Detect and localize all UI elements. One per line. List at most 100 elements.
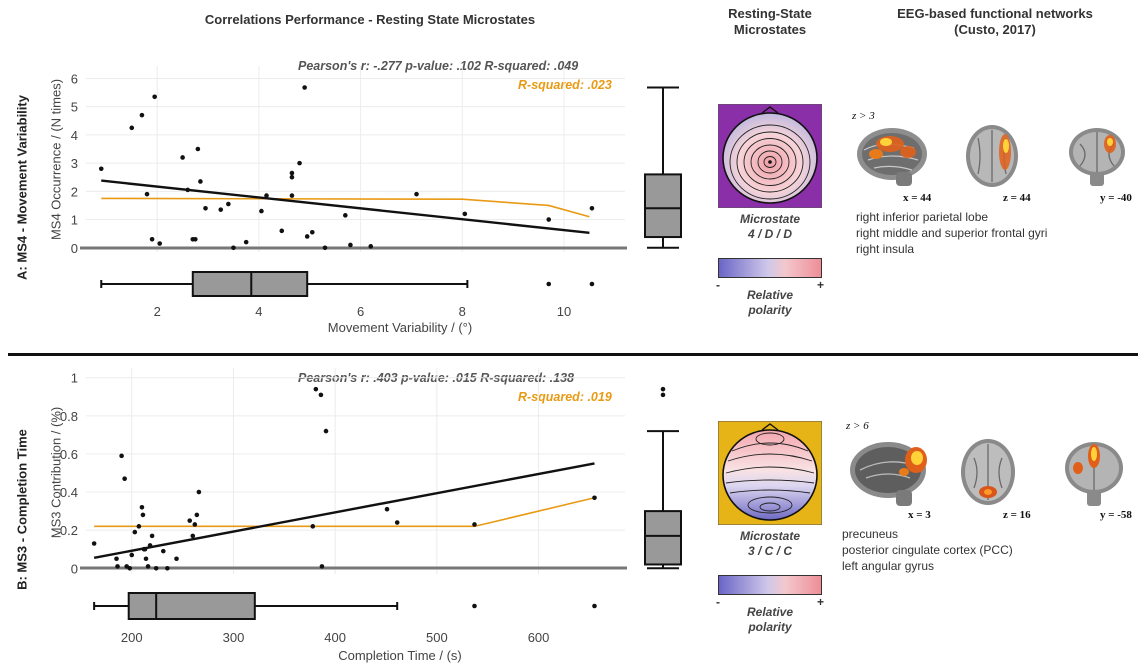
- y-tick-label: 6: [71, 71, 78, 86]
- polarity-label-a: Relative polarity: [715, 288, 825, 318]
- microstates-header: Resting-State Microstates: [700, 6, 840, 38]
- x-tick-label: 300: [223, 630, 245, 645]
- data-point: [462, 211, 468, 217]
- data-point: [149, 533, 155, 539]
- data-point: [368, 244, 374, 249]
- polarity-colorbar-a: [718, 258, 822, 278]
- data-point: [384, 506, 390, 512]
- data-point: [279, 228, 285, 234]
- polarity-label-line1: Relative: [746, 288, 794, 302]
- polarity-colorbar-b: [718, 575, 822, 595]
- network-region: precuneus: [842, 527, 899, 541]
- data-point: [157, 241, 163, 246]
- regression-line: [93, 462, 595, 559]
- panel-separator: [8, 353, 1138, 356]
- data-point: [195, 146, 201, 152]
- correlations-header: Correlations Performance - Resting State…: [204, 12, 536, 27]
- x-box-outlier: [546, 281, 552, 287]
- microstates-header-line1: Resting-State: [728, 6, 812, 21]
- networks-header-line2: (Custo, 2017): [954, 22, 1036, 37]
- network-region: left angular gyrus: [842, 559, 935, 573]
- y-tick-label: 0: [71, 561, 78, 576]
- data-point: [592, 495, 597, 501]
- data-point: [243, 239, 249, 245]
- polarity-label-line2: polarity: [748, 620, 792, 634]
- polarity-label-line2: polarity: [748, 303, 792, 317]
- data-point: [187, 518, 193, 523]
- data-point: [140, 512, 146, 518]
- data-point: [129, 552, 135, 558]
- threshold-b: z > 6: [846, 420, 869, 432]
- data-point: [139, 505, 145, 510]
- microstate-map-a: [718, 104, 822, 208]
- y-tick-label: 0: [71, 241, 78, 256]
- regression-line: [101, 179, 590, 235]
- data-point: [114, 556, 119, 562]
- stats-line-a: Pearson's r: -.277 p-value: .102 R-squar…: [298, 59, 579, 73]
- y-box: [644, 173, 682, 239]
- x-axis-label-b: Completion Time / (s): [338, 648, 462, 663]
- network-region: right insula: [856, 242, 915, 256]
- brain-view-label-b1: x = 3: [908, 509, 931, 521]
- microstate-label-b: Microstate 3 / C / C: [715, 529, 825, 559]
- data-point: [289, 170, 295, 176]
- networks-header: EEG-based functional networks (Custo, 20…: [850, 6, 1140, 38]
- data-point: [136, 524, 142, 529]
- data-point: [152, 94, 157, 100]
- data-point: [343, 213, 348, 218]
- brain-view-label-a1: x = 44: [903, 192, 932, 204]
- polarity-label-b: Relative polarity: [715, 605, 825, 635]
- polarity-plus-a: +: [817, 278, 825, 292]
- y-box-outlier: [660, 392, 666, 398]
- data-point: [589, 205, 595, 211]
- y-tick-label: 1: [71, 213, 78, 228]
- data-point: [192, 522, 198, 527]
- polarity-minus-a: -: [716, 278, 720, 292]
- data-point: [318, 392, 324, 398]
- data-point: [129, 125, 135, 131]
- data-point: [472, 522, 477, 527]
- data-point: [319, 564, 325, 569]
- scatter-chart-b: 0 0.2 0.4 0.6 0.8 1 200 300 400 500 600: [60, 368, 682, 645]
- data-point: [226, 201, 231, 207]
- data-point: [297, 160, 302, 166]
- data-point: [546, 217, 552, 222]
- brain-images-a: [857, 125, 1125, 187]
- data-point: [193, 237, 198, 242]
- data-point: [127, 565, 133, 571]
- threshold-a: z > 3: [852, 110, 875, 122]
- y-tick-label: 0.6: [60, 447, 78, 462]
- data-point: [185, 187, 190, 193]
- data-point: [304, 234, 310, 239]
- data-point: [414, 191, 419, 197]
- brain-view-label-a3: y = -40: [1100, 192, 1132, 204]
- x-tick-label: 200: [121, 630, 143, 645]
- scatter-chart-a: 0 1 2 3 4 5 6 2 4 6 8 10: [71, 66, 682, 319]
- x-tick-label: 10: [557, 304, 571, 319]
- x-tick-label: 8: [459, 304, 466, 319]
- y-box: [644, 510, 682, 566]
- data-point: [264, 193, 269, 198]
- y-box-outlier: [660, 386, 666, 392]
- y-tick-label: 3: [71, 156, 78, 171]
- y-tick-label: 4: [71, 128, 78, 143]
- microstate-label-a: Microstate 4 / D / D: [715, 212, 825, 242]
- data-point: [142, 546, 148, 552]
- x-axis-label-a: Movement Variability / (°): [327, 320, 473, 335]
- brain-images-b: [850, 439, 1123, 506]
- brain-view-label-b2: z = 16: [1003, 509, 1031, 521]
- data-point: [194, 512, 200, 518]
- data-point: [165, 565, 170, 571]
- data-point: [160, 548, 166, 554]
- data-point: [313, 386, 319, 392]
- data-point: [91, 541, 97, 546]
- microstate-label-line1: Microstate: [739, 529, 801, 543]
- data-point: [98, 166, 104, 172]
- data-point: [289, 174, 295, 180]
- data-point: [143, 556, 149, 562]
- data-point: [174, 556, 179, 562]
- data-point: [323, 428, 329, 434]
- data-point: [144, 191, 150, 197]
- data-point: [302, 85, 307, 90]
- data-point: [145, 564, 151, 569]
